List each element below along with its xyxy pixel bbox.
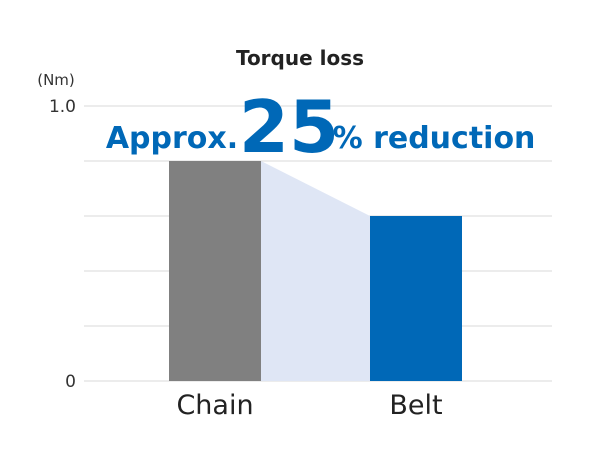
y-tick-labels: 01.0 bbox=[49, 97, 76, 392]
x-tick-labels: Chain Belt bbox=[176, 390, 442, 421]
y-axis-unit: (Nm) bbox=[37, 71, 75, 89]
bars bbox=[169, 161, 462, 381]
annotation-suffix: % reduction bbox=[333, 121, 536, 156]
x-tick-label-belt: Belt bbox=[389, 390, 442, 421]
x-tick-label-chain: Chain bbox=[176, 390, 253, 421]
bar-chain bbox=[169, 161, 261, 381]
bar-belt bbox=[370, 216, 462, 381]
y-tick-label-1: 1.0 bbox=[49, 97, 76, 117]
y-tick-label-0: 0 bbox=[65, 372, 76, 392]
annotation-value: 25 bbox=[239, 85, 339, 169]
annotation-prefix: Approx. bbox=[106, 121, 238, 156]
reduction-connector bbox=[261, 161, 370, 381]
chart-title: Torque loss bbox=[236, 46, 364, 70]
reduction-annotation: Approx. 25 % reduction bbox=[106, 85, 536, 169]
